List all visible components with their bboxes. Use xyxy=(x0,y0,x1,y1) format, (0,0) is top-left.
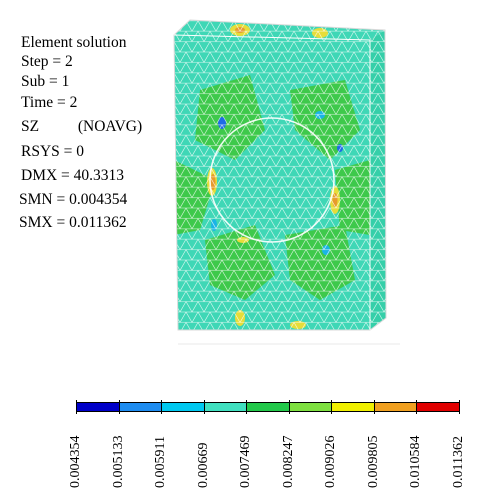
legend-tick xyxy=(374,400,375,414)
legend-swatch xyxy=(246,403,290,411)
legend-value-label: 0.008247 xyxy=(281,435,296,489)
legend-value-label: 0.011362 xyxy=(451,436,466,488)
mesh-front-face xyxy=(174,35,370,330)
legend-color-bar xyxy=(76,402,460,412)
fe-mesh-contour-plot xyxy=(173,19,400,345)
mesh-side-face xyxy=(370,30,386,330)
legend-value-label: 0.010584 xyxy=(408,435,423,489)
legend-value-label: 0.005133 xyxy=(111,435,126,489)
legend-value-label: 0.009805 xyxy=(366,435,381,489)
legend-tick xyxy=(76,400,77,414)
legend-swatch xyxy=(416,403,459,411)
legend-swatch xyxy=(374,403,417,411)
legend-tick xyxy=(416,400,417,414)
legend-tick xyxy=(289,400,290,414)
legend-tick xyxy=(204,400,205,414)
legend-value-label: 0.004354 xyxy=(68,435,83,489)
legend-value-label: 0.007469 xyxy=(238,435,253,489)
legend-swatch xyxy=(77,403,120,411)
legend-tick xyxy=(161,400,162,414)
legend-value-label: 0.005911 xyxy=(153,436,168,488)
legend-swatch xyxy=(289,403,332,411)
legend-swatch xyxy=(331,403,375,411)
legend-swatch xyxy=(204,403,247,411)
legend-swatch xyxy=(161,403,205,411)
legend-tick xyxy=(119,400,120,414)
legend-tick xyxy=(246,400,247,414)
legend-swatch xyxy=(119,403,162,411)
legend-value-label: 0.00669 xyxy=(196,442,211,489)
legend-value-label: 0.009026 xyxy=(323,435,338,489)
legend-tick xyxy=(331,400,332,414)
legend-tick xyxy=(459,400,460,414)
